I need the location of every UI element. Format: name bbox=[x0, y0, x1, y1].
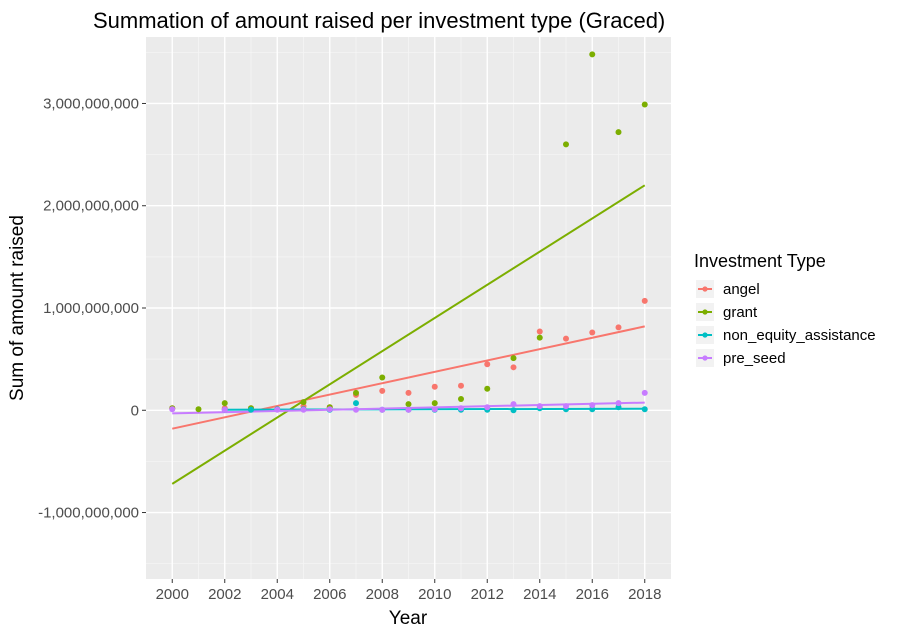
x-tick-label: 2008 bbox=[366, 586, 399, 603]
point-grant bbox=[589, 51, 596, 58]
point-angel bbox=[563, 335, 569, 342]
x-tick-label: 2012 bbox=[471, 586, 504, 603]
point-pre_seed bbox=[589, 402, 596, 409]
point-angel bbox=[431, 383, 438, 390]
point-grant bbox=[405, 401, 412, 408]
point-pre_seed bbox=[274, 406, 281, 413]
trend-line-grant bbox=[171, 184, 646, 485]
point-pre_seed bbox=[300, 406, 307, 413]
legend-key-point-non_equity_assistance bbox=[702, 332, 708, 338]
x-tick-label: 2004 bbox=[261, 586, 294, 603]
x-axis: 2000 2002 2004 2006 2008 2010 2012 2014 2016 2018 bbox=[156, 579, 661, 603]
point-grant bbox=[510, 355, 517, 362]
point-pre_seed bbox=[615, 400, 622, 407]
legend-label-pre_seed: pre_seed bbox=[723, 350, 786, 367]
point-angel bbox=[536, 328, 543, 335]
point-grant bbox=[431, 400, 438, 407]
legend-label-grant: grant bbox=[723, 304, 758, 321]
point-grant bbox=[195, 406, 202, 413]
legend-key-point-angel bbox=[702, 286, 708, 292]
x-axis-title: Year bbox=[389, 608, 428, 629]
point-pre_seed bbox=[353, 406, 359, 413]
point-pre_seed bbox=[484, 404, 491, 411]
y-tick-label: -1,000,000,000 bbox=[38, 505, 139, 522]
data-points bbox=[169, 51, 648, 414]
point-pre_seed bbox=[431, 406, 438, 413]
chart-title: Summation of amount raised per investmen… bbox=[93, 8, 665, 33]
legend-key-point-pre_seed bbox=[702, 355, 708, 361]
x-tick-label: 2016 bbox=[576, 586, 609, 603]
legend-label-non_equity_assistance: non_equity_assistance bbox=[723, 327, 876, 344]
point-angel bbox=[405, 389, 412, 396]
point-pre_seed bbox=[169, 406, 176, 413]
point-grant bbox=[458, 396, 464, 403]
x-tick-label: 2006 bbox=[313, 586, 346, 603]
point-non_equity_assistance bbox=[248, 406, 254, 413]
point-grant bbox=[641, 101, 648, 108]
x-tick-label: 2010 bbox=[418, 586, 451, 603]
grid-minor bbox=[146, 37, 671, 579]
point-angel bbox=[615, 324, 622, 331]
point-angel bbox=[641, 297, 648, 304]
y-axis: -1,000,000,000 0 1,000,000,000 2,000,000,00… bbox=[38, 95, 146, 522]
point-pre_seed bbox=[221, 406, 228, 413]
point-angel bbox=[484, 361, 491, 368]
point-pre_seed bbox=[563, 403, 569, 410]
y-tick-label: 3,000,000,000 bbox=[43, 95, 139, 112]
y-tick-label: 2,000,000,000 bbox=[43, 198, 139, 215]
x-tick-label: 2018 bbox=[628, 586, 661, 603]
x-tick-label: 2002 bbox=[208, 586, 241, 603]
point-grant bbox=[221, 400, 228, 407]
y-tick-label: 0 bbox=[131, 402, 139, 419]
point-non_equity_assistance bbox=[510, 407, 517, 414]
point-angel bbox=[379, 387, 386, 394]
y-axis-title: Sum of amount raised bbox=[7, 215, 28, 401]
point-grant bbox=[353, 389, 359, 396]
x-tick-label: 2000 bbox=[156, 586, 189, 603]
point-angel bbox=[510, 364, 517, 371]
grid-major bbox=[146, 37, 671, 579]
point-pre_seed bbox=[326, 406, 333, 413]
y-tick-label: 1,000,000,000 bbox=[43, 300, 139, 317]
point-pre_seed bbox=[536, 403, 543, 410]
point-pre_seed bbox=[405, 406, 412, 413]
point-non_equity_assistance bbox=[353, 400, 359, 407]
point-grant bbox=[563, 141, 569, 148]
point-pre_seed bbox=[379, 406, 386, 413]
point-pre_seed bbox=[641, 389, 648, 396]
x-tick-label: 2014 bbox=[523, 586, 556, 603]
legend-label-angel: angel bbox=[723, 281, 760, 298]
point-pre_seed bbox=[510, 401, 517, 408]
legend: Investment Type angel grant non_equity_ass… bbox=[694, 251, 876, 367]
point-grant bbox=[300, 399, 307, 406]
legend-key-point-grant bbox=[702, 309, 708, 315]
point-non_equity_assistance bbox=[641, 406, 648, 413]
point-angel bbox=[589, 329, 596, 336]
point-grant bbox=[615, 129, 622, 136]
point-pre_seed bbox=[458, 405, 464, 412]
point-angel bbox=[458, 382, 464, 389]
point-grant bbox=[536, 334, 543, 341]
point-grant bbox=[379, 374, 386, 381]
point-grant bbox=[484, 385, 491, 392]
legend-title: Investment Type bbox=[694, 251, 826, 271]
